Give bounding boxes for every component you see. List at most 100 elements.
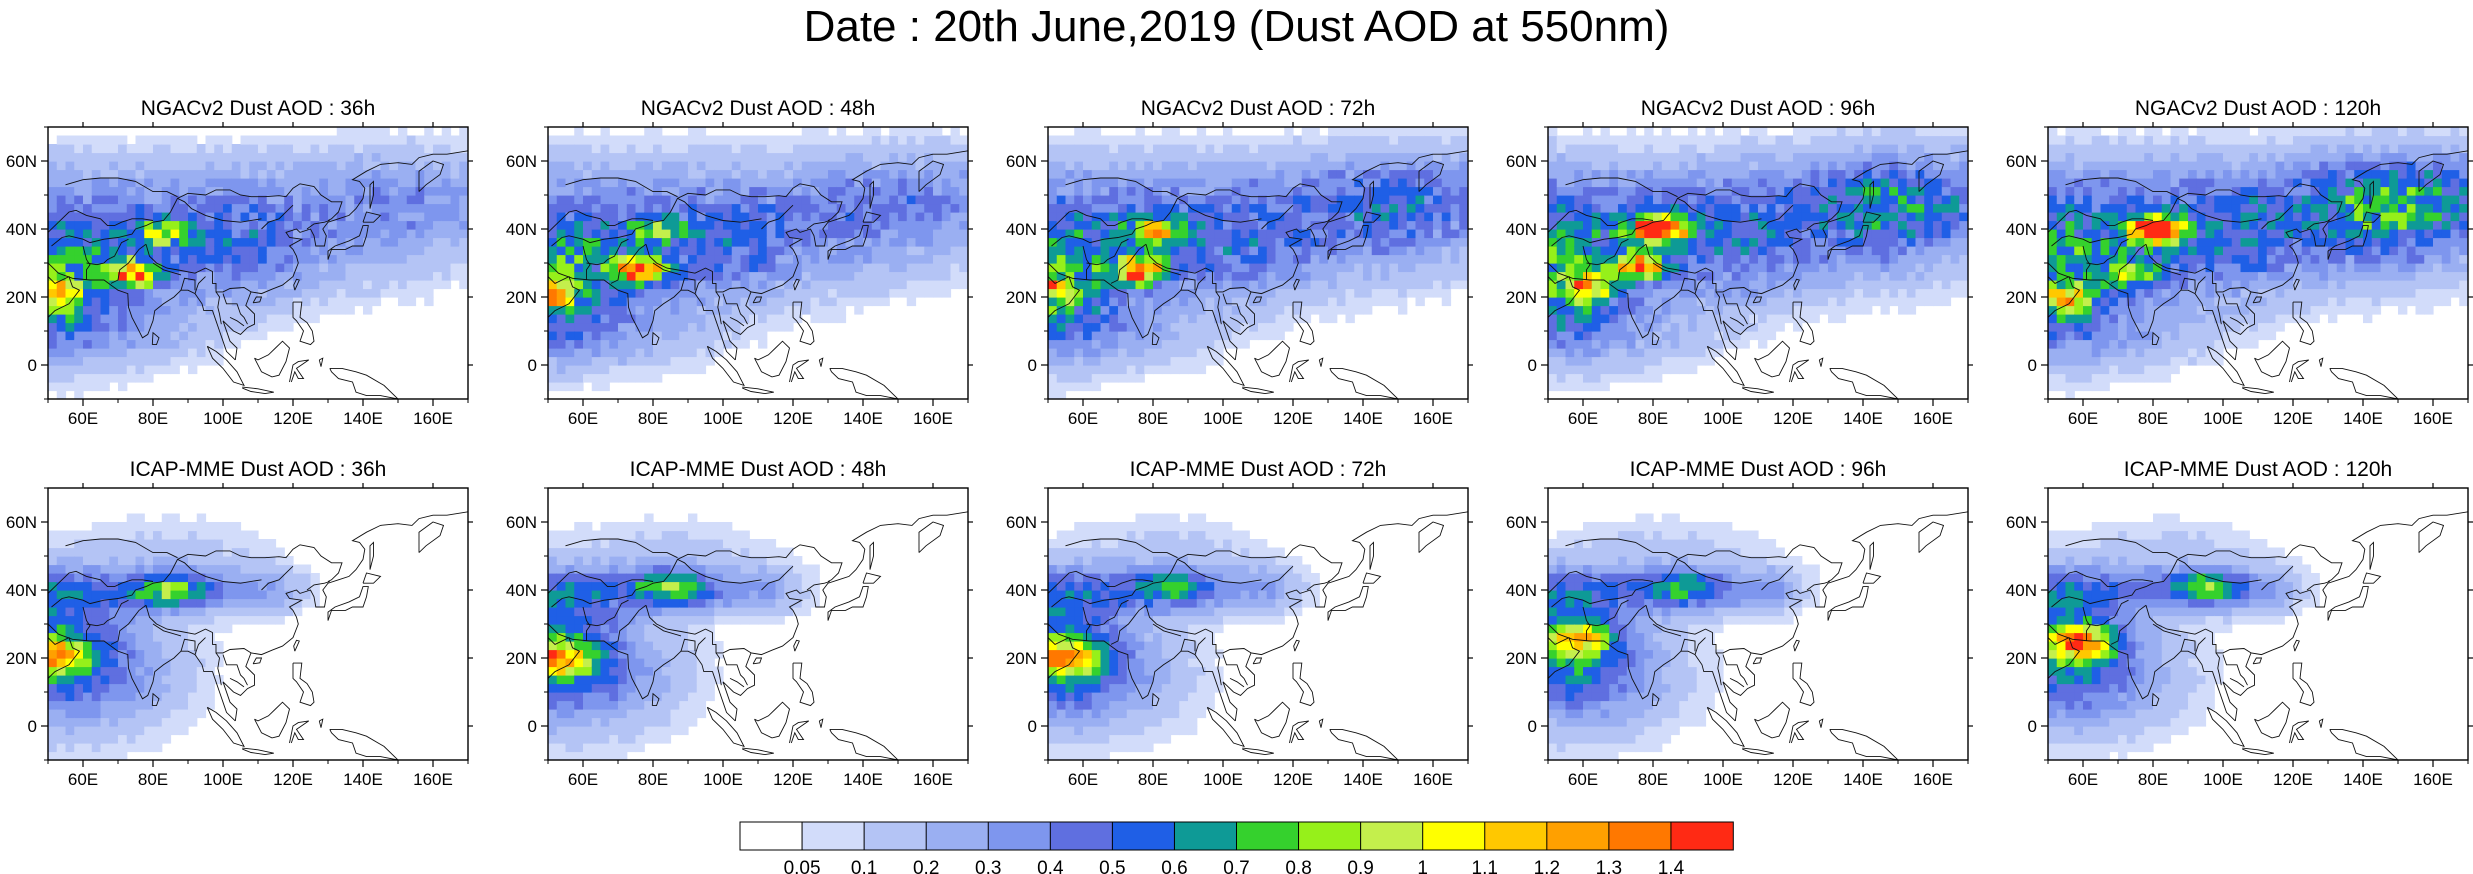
aod-cell bbox=[889, 127, 899, 137]
aod-cell bbox=[1126, 169, 1137, 179]
aod-cell bbox=[863, 195, 873, 205]
aod-cell bbox=[1354, 237, 1364, 247]
aod-cell bbox=[1863, 135, 1873, 145]
aod-cell bbox=[1301, 288, 1312, 298]
aod-cell bbox=[1249, 144, 1259, 154]
aod-cell bbox=[1161, 220, 1172, 230]
aod-cell bbox=[1705, 195, 1715, 205]
aod-cell bbox=[1836, 127, 1847, 137]
aod-cell bbox=[1126, 229, 1137, 239]
aod-cell bbox=[801, 203, 812, 213]
aod-cell bbox=[1223, 305, 1233, 315]
aod-cell bbox=[83, 229, 93, 239]
aod-cell bbox=[1933, 237, 1943, 247]
aod-cell bbox=[924, 271, 934, 281]
aod-cell bbox=[354, 246, 364, 256]
aod-cell bbox=[363, 169, 373, 179]
aod-cell bbox=[1415, 144, 1425, 154]
aod-cell bbox=[1231, 280, 1242, 290]
aod-cell bbox=[731, 212, 742, 222]
aod-cell bbox=[854, 246, 864, 256]
aod-cell bbox=[328, 305, 338, 315]
aod-cell bbox=[731, 339, 742, 349]
aod-cell bbox=[1924, 203, 1934, 213]
aod-cell bbox=[1336, 152, 1347, 162]
aod-cell bbox=[1565, 365, 1575, 375]
aod-cell bbox=[705, 263, 715, 273]
aod-cell bbox=[1950, 161, 1960, 171]
aod-cell bbox=[1819, 178, 1829, 188]
aod-cell bbox=[1319, 178, 1329, 188]
aod-cell bbox=[424, 186, 434, 196]
aod-cell bbox=[1310, 263, 1320, 273]
aod-cell bbox=[556, 161, 567, 171]
coastline bbox=[1289, 359, 1310, 383]
aod-cell bbox=[310, 152, 320, 162]
aod-cell bbox=[1389, 212, 1399, 222]
aod-cell bbox=[1406, 186, 1417, 196]
aod-cell bbox=[336, 186, 347, 196]
aod-cell bbox=[56, 203, 67, 213]
aod-cell bbox=[933, 271, 943, 281]
aod-cell bbox=[845, 161, 855, 171]
aod-cell bbox=[336, 127, 347, 137]
aod-cell bbox=[161, 161, 172, 171]
aod-cell bbox=[459, 229, 468, 239]
aod-cell bbox=[1389, 203, 1399, 213]
aod-cell bbox=[179, 297, 189, 307]
aod-cell bbox=[705, 229, 715, 239]
aod-cell bbox=[144, 169, 154, 179]
aod-cell bbox=[1048, 297, 1058, 307]
aod-cell bbox=[144, 220, 154, 230]
aod-cell bbox=[301, 305, 312, 315]
aod-cell bbox=[118, 212, 128, 222]
aod-cell bbox=[1635, 356, 1645, 366]
aod-cell bbox=[100, 263, 110, 273]
aod-cell bbox=[696, 246, 707, 256]
aod-cell bbox=[380, 229, 390, 239]
aod-cell bbox=[354, 127, 364, 137]
aod-cell bbox=[959, 178, 968, 188]
aod-cell bbox=[758, 212, 768, 222]
aod-cell bbox=[118, 331, 128, 341]
aod-cell bbox=[1153, 339, 1163, 349]
aod-cell bbox=[1301, 178, 1312, 188]
aod-cell bbox=[450, 135, 460, 145]
aod-cell bbox=[1214, 322, 1224, 332]
aod-cell bbox=[1548, 203, 1558, 213]
aod-cell bbox=[1170, 288, 1180, 298]
aod-cell bbox=[1696, 135, 1707, 145]
aod-cell bbox=[775, 178, 785, 188]
aod-cell bbox=[336, 288, 347, 298]
aod-cell bbox=[1556, 365, 1567, 375]
aod-cell bbox=[275, 314, 285, 324]
aod-cell bbox=[670, 263, 680, 273]
aod-cell bbox=[1670, 229, 1680, 239]
aod-cell bbox=[1740, 135, 1750, 145]
aod-cell bbox=[793, 169, 803, 179]
aod-cell bbox=[1083, 186, 1093, 196]
aod-cell bbox=[1618, 348, 1628, 358]
aod-cell bbox=[1336, 237, 1347, 247]
aod-cell bbox=[1591, 373, 1602, 383]
aod-cell bbox=[1723, 186, 1733, 196]
aod-cell bbox=[1696, 144, 1707, 154]
aod-cell bbox=[618, 271, 628, 281]
aod-cell bbox=[1924, 152, 1934, 162]
aod-cell bbox=[65, 356, 75, 366]
aod-cell bbox=[906, 135, 917, 145]
aod-cell bbox=[1906, 254, 1917, 264]
aod-cell bbox=[810, 229, 820, 239]
aod-cell bbox=[223, 297, 233, 307]
aod-cell bbox=[1398, 152, 1408, 162]
aod-cell bbox=[1854, 271, 1864, 281]
aod-cell bbox=[1328, 212, 1338, 222]
aod-cell bbox=[784, 195, 794, 205]
aod-cell bbox=[565, 314, 575, 324]
aod-cell bbox=[328, 144, 338, 154]
aod-cell bbox=[1441, 271, 1452, 281]
aod-cell bbox=[231, 144, 242, 154]
aod-cell bbox=[696, 127, 707, 137]
aod-cell bbox=[1565, 331, 1575, 341]
